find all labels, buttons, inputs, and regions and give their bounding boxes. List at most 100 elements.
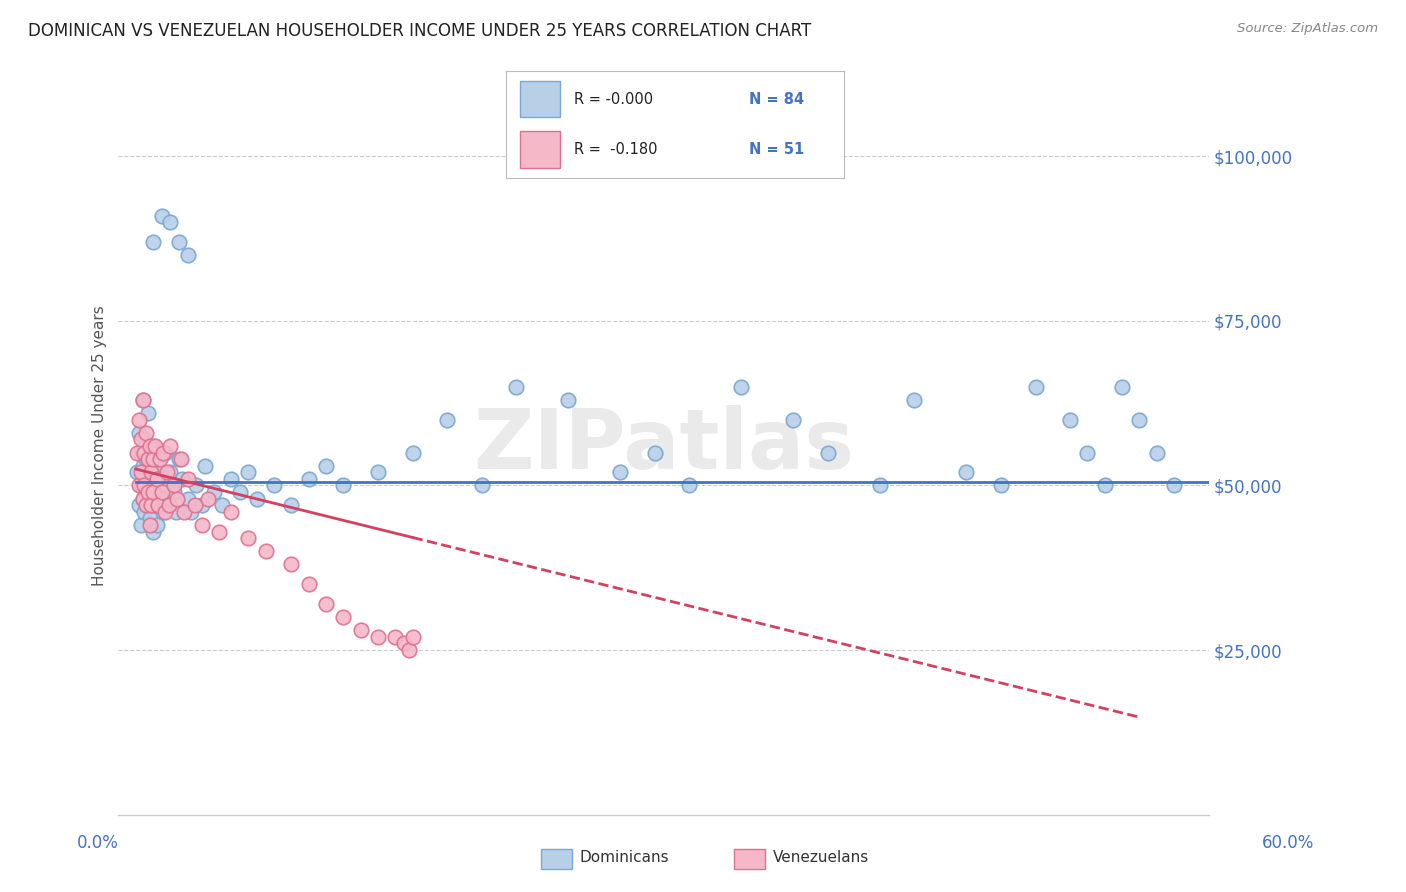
- Point: [1059, 412, 1081, 426]
- Point: [219, 505, 242, 519]
- Point: [149, 472, 172, 486]
- Point: [163, 478, 186, 492]
- Point: [280, 498, 302, 512]
- Point: [228, 485, 250, 500]
- Point: [332, 478, 354, 492]
- Point: [190, 498, 212, 512]
- Point: [350, 624, 373, 638]
- Point: [136, 466, 159, 480]
- FancyBboxPatch shape: [520, 81, 560, 118]
- Point: [131, 392, 153, 407]
- Point: [678, 478, 700, 492]
- Point: [129, 478, 152, 492]
- Point: [1163, 478, 1185, 492]
- Point: [246, 491, 269, 506]
- Point: [730, 380, 752, 394]
- Point: [557, 392, 579, 407]
- Point: [128, 478, 150, 492]
- Point: [263, 478, 285, 492]
- Point: [782, 412, 804, 426]
- Point: [138, 511, 160, 525]
- Point: [136, 406, 159, 420]
- Point: [131, 458, 153, 473]
- Point: [165, 505, 187, 519]
- Point: [170, 452, 193, 467]
- Point: [128, 498, 150, 512]
- Point: [254, 544, 277, 558]
- Point: [315, 597, 337, 611]
- Point: [152, 505, 174, 519]
- Text: DOMINICAN VS VENEZUELAN HOUSEHOLDER INCOME UNDER 25 YEARS CORRELATION CHART: DOMINICAN VS VENEZUELAN HOUSEHOLDER INCO…: [28, 22, 811, 40]
- Text: Source: ZipAtlas.com: Source: ZipAtlas.com: [1237, 22, 1378, 36]
- Point: [134, 472, 156, 486]
- Point: [156, 466, 179, 480]
- Point: [903, 392, 925, 407]
- Point: [817, 445, 839, 459]
- Point: [145, 518, 167, 533]
- Point: [609, 466, 631, 480]
- Point: [141, 458, 163, 473]
- Point: [1076, 445, 1098, 459]
- Point: [145, 478, 167, 492]
- Point: [392, 636, 415, 650]
- Point: [131, 392, 153, 407]
- Point: [298, 472, 321, 486]
- Point: [141, 491, 163, 506]
- Text: N = 84: N = 84: [749, 92, 804, 107]
- Point: [238, 466, 260, 480]
- Point: [131, 491, 153, 506]
- Text: Dominicans: Dominicans: [579, 850, 669, 864]
- Point: [143, 466, 166, 480]
- Point: [127, 445, 149, 459]
- Point: [150, 491, 173, 506]
- Point: [186, 478, 208, 492]
- Point: [384, 630, 406, 644]
- Point: [176, 248, 198, 262]
- Point: [129, 518, 152, 533]
- Point: [869, 478, 891, 492]
- Point: [172, 472, 194, 486]
- Point: [644, 445, 666, 459]
- Point: [367, 630, 389, 644]
- Point: [157, 498, 180, 512]
- Point: [143, 439, 166, 453]
- Point: [401, 630, 423, 644]
- Point: [142, 439, 165, 453]
- Point: [135, 485, 157, 500]
- Point: [159, 439, 181, 453]
- Point: [150, 209, 173, 223]
- Text: 0.0%: 0.0%: [77, 834, 120, 852]
- Point: [1094, 478, 1116, 492]
- Point: [131, 491, 153, 506]
- Point: [129, 433, 152, 447]
- Point: [148, 458, 170, 473]
- Point: [141, 498, 163, 512]
- Point: [152, 445, 174, 459]
- Point: [142, 452, 165, 467]
- Point: [135, 425, 157, 440]
- Point: [505, 380, 527, 394]
- Text: R = -0.000: R = -0.000: [574, 92, 652, 107]
- Point: [153, 445, 176, 459]
- Point: [955, 466, 977, 480]
- Point: [150, 485, 173, 500]
- Point: [149, 452, 172, 467]
- Point: [163, 485, 186, 500]
- Point: [134, 505, 156, 519]
- Point: [202, 485, 225, 500]
- Point: [142, 524, 165, 539]
- Point: [990, 478, 1012, 492]
- Point: [183, 498, 205, 512]
- Point: [141, 466, 163, 480]
- Point: [367, 466, 389, 480]
- Point: [156, 478, 179, 492]
- Point: [180, 505, 202, 519]
- Point: [471, 478, 494, 492]
- Point: [167, 235, 190, 249]
- Point: [136, 485, 159, 500]
- Point: [142, 485, 165, 500]
- Point: [315, 458, 337, 473]
- Point: [129, 445, 152, 459]
- Point: [135, 498, 157, 512]
- Point: [157, 498, 180, 512]
